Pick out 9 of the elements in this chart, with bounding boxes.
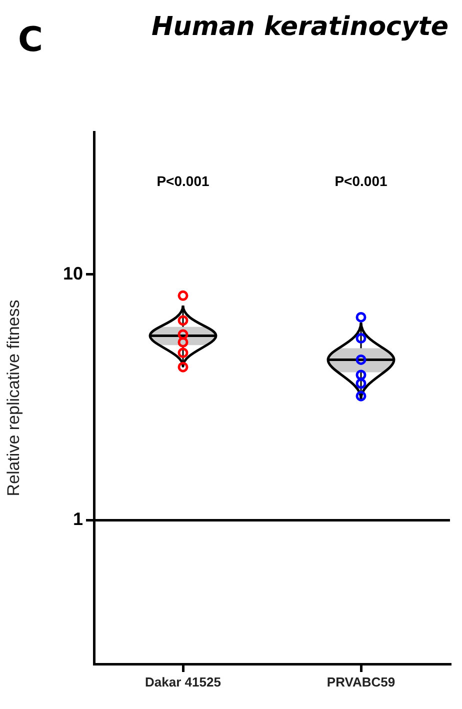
y-axis-title: Relative replicative fitness [4, 300, 23, 496]
x-tick-label: Dakar 41525 [145, 674, 221, 690]
y-tick-label: 1 [72, 509, 83, 530]
text: C [18, 20, 43, 60]
annotation: P<0.001 [334, 172, 388, 189]
y-tick-label: 10 [62, 263, 83, 284]
x-tick-label: PRVABC59 [326, 674, 396, 690]
annotation: P<0.001 [156, 172, 210, 189]
chart-title: Human keratinocyte [150, 12, 450, 42]
